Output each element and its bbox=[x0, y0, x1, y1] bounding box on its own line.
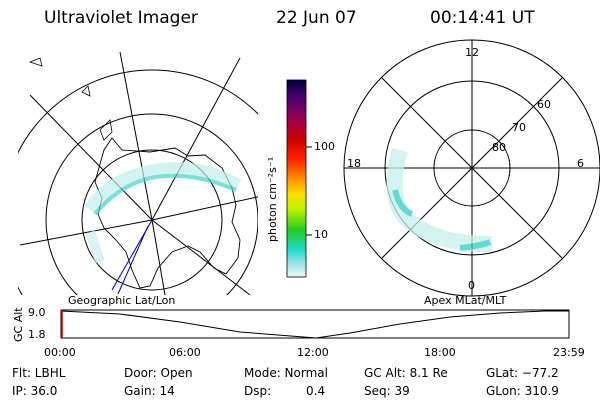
geo-lat-circle-mid bbox=[45, 113, 258, 295]
colorbar-tick-10: 10 bbox=[314, 228, 328, 241]
altitude-xtick-1: 06:00 bbox=[169, 346, 201, 359]
apex-panel-label: Apex MLat/MLT bbox=[424, 294, 507, 307]
apex-lat-70: 70 bbox=[512, 121, 526, 134]
apex-mlt-6: 6 bbox=[577, 157, 584, 170]
dsp-label: Dsp: bbox=[244, 384, 272, 398]
glat-label: GLat: −77.2 bbox=[486, 366, 559, 380]
flt-label: Flt: LBHL bbox=[12, 366, 66, 380]
colorbar-tick-100: 100 bbox=[314, 140, 335, 153]
apex-mlt-0: 0 bbox=[468, 279, 475, 292]
altitude-xtick-2: 12:00 bbox=[297, 346, 329, 359]
dsp-value: 0.4 bbox=[306, 384, 326, 398]
seq-label: Seq: 39 bbox=[364, 384, 410, 398]
apex-mlt-18: 18 bbox=[347, 157, 361, 170]
ip-label: IP: 36.0 bbox=[12, 384, 58, 398]
geo-lat-circle-outer bbox=[18, 69, 258, 295]
date-label: 22 Jun 07 bbox=[276, 8, 357, 28]
apex-mlt-12: 12 bbox=[465, 46, 479, 59]
time-label: 00:14:41 UT bbox=[430, 8, 535, 28]
geo-panel-label: Geographic Lat/Lon bbox=[68, 294, 176, 307]
apex-lat-80: 80 bbox=[492, 141, 506, 154]
apex-lat-60: 60 bbox=[537, 98, 551, 111]
altitude-ytick-top: 9.0 bbox=[28, 306, 46, 319]
mode-label: Mode: Normal bbox=[244, 366, 328, 380]
altitude-xtick-0: 00:00 bbox=[44, 346, 76, 359]
gcalt-label: GC Alt: 8.1 Re bbox=[364, 366, 448, 380]
door-label: Door: Open bbox=[124, 366, 193, 380]
glon-label: GLon: 310.9 bbox=[486, 384, 559, 398]
geo-lat-circle-inner bbox=[81, 149, 223, 291]
altitude-xtick-3: 18:00 bbox=[424, 346, 456, 359]
gain-label: Gain: 14 bbox=[124, 384, 175, 398]
altitude-xtick-4: 23:59 bbox=[553, 346, 585, 359]
altitude-ytick-bottom: 1.8 bbox=[28, 328, 46, 341]
app-title: Ultraviolet Imager bbox=[44, 8, 198, 28]
